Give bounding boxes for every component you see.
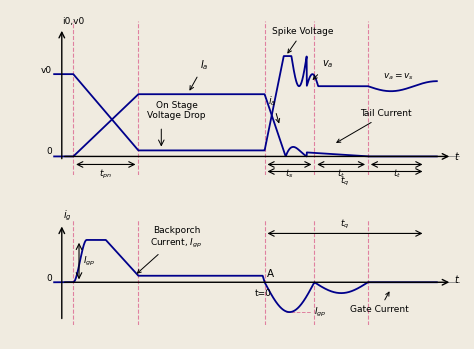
Text: $t_q$: $t_q$ bbox=[340, 175, 350, 188]
Text: i0,v0: i0,v0 bbox=[63, 17, 85, 26]
Text: $v_a = v_s$: $v_a = v_s$ bbox=[383, 71, 414, 82]
Text: A: A bbox=[266, 269, 273, 279]
Text: $i_g$: $i_g$ bbox=[63, 208, 71, 223]
Text: $t_q$: $t_q$ bbox=[340, 218, 350, 231]
Text: On Stage
Voltage Drop: On Stage Voltage Drop bbox=[147, 101, 206, 120]
Text: $I_{gp}$: $I_{gp}$ bbox=[314, 305, 327, 319]
Text: t: t bbox=[454, 275, 458, 285]
Text: Gate Current: Gate Current bbox=[350, 292, 409, 314]
Text: $i_a$: $i_a$ bbox=[268, 94, 280, 122]
Text: Spike Voltage: Spike Voltage bbox=[272, 27, 334, 53]
Text: $v_a$: $v_a$ bbox=[313, 58, 334, 79]
Text: t: t bbox=[454, 153, 458, 162]
Text: Backporch
Current, $I_{gp}$: Backporch Current, $I_{gp}$ bbox=[137, 226, 203, 273]
Text: $t_t$: $t_t$ bbox=[337, 168, 345, 180]
Text: $t_s$: $t_s$ bbox=[285, 168, 294, 180]
Text: 0: 0 bbox=[46, 274, 52, 283]
Text: 0: 0 bbox=[46, 147, 52, 156]
Text: $I_a$: $I_a$ bbox=[190, 58, 208, 90]
Text: t=0: t=0 bbox=[254, 289, 271, 298]
Text: v0: v0 bbox=[41, 66, 52, 75]
Text: $I_{gp}$: $I_{gp}$ bbox=[83, 255, 95, 268]
Text: Tail Current: Tail Current bbox=[337, 109, 412, 142]
Text: $t_{pn}$: $t_{pn}$ bbox=[99, 168, 112, 181]
Text: $t_t$: $t_t$ bbox=[392, 168, 401, 180]
